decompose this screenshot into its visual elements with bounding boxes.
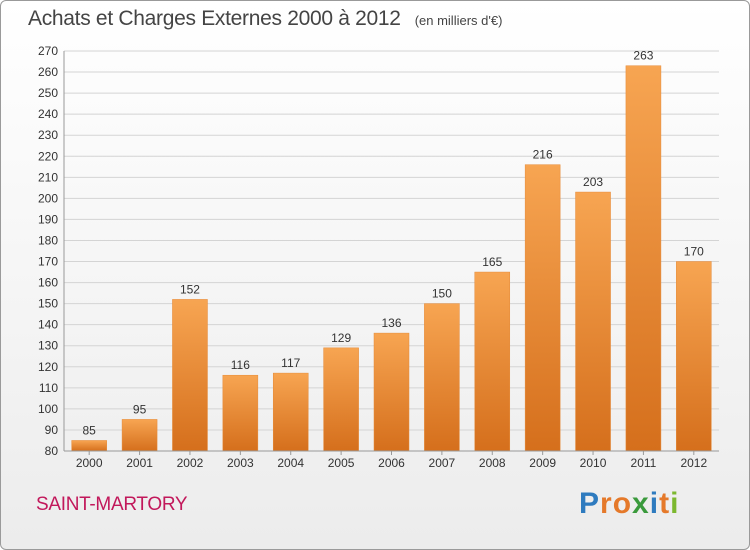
bar-2012	[676, 261, 712, 452]
bar-2010	[575, 191, 611, 452]
data-label: 95	[133, 402, 147, 416]
bar-2001	[121, 419, 158, 452]
y-tick-label: 160	[38, 276, 58, 290]
x-tick-label: 2012	[680, 456, 707, 470]
x-tick-label: 2009	[529, 456, 556, 470]
bars-group: 85 95 152 116 117 129 136 150 165 216 203 263 170	[71, 49, 712, 452]
bar-2004	[272, 372, 309, 452]
data-label: 152	[180, 282, 200, 296]
logo-letter: x	[632, 487, 650, 520]
logo-letter: t	[659, 487, 671, 520]
x-tick-label: 2005	[328, 456, 355, 470]
x-tick-label: 2007	[429, 456, 456, 470]
data-label: 165	[482, 255, 502, 269]
bar-2009	[524, 164, 561, 452]
x-tick-label: 2002	[177, 456, 204, 470]
y-tick-label: 200	[38, 191, 58, 205]
y-tick-label: 270	[38, 44, 58, 58]
bar-2002	[172, 299, 208, 452]
y-tick-label: 90	[45, 423, 59, 437]
x-tick-label: 2008	[479, 456, 506, 470]
data-label: 129	[331, 331, 351, 345]
data-label: 216	[533, 148, 553, 162]
x-tick-label: 2001	[126, 456, 153, 470]
data-label: 116	[231, 358, 250, 372]
logo-letter: P	[579, 487, 601, 520]
data-label: 170	[684, 245, 704, 259]
x-tick-label: 2000	[76, 456, 103, 470]
y-tick-label: 240	[38, 107, 58, 121]
bar-2011	[625, 65, 662, 452]
y-tick-label: 110	[39, 381, 58, 395]
y-tick-label: 170	[38, 255, 58, 269]
title-text: Achats et Charges Externes 2000 à 2012	[28, 7, 401, 30]
bar-2006	[373, 332, 410, 452]
y-tick-label: 100	[38, 402, 58, 416]
proxiti-logo[interactable]: Proxiti	[579, 487, 679, 521]
logo-letter: i	[649, 487, 660, 520]
x-tick-label: 2010	[580, 456, 607, 470]
y-tick-label: 80	[45, 444, 59, 458]
y-tick-label: 210	[38, 170, 58, 184]
commune-name: SAINT-MARTORY	[36, 494, 188, 515]
chart-title: Achats et Charges Externes 2000 à 2012 (e…	[28, 7, 502, 31]
y-tick-label: 130	[38, 339, 58, 353]
y-tick-label: 230	[38, 128, 58, 142]
y-tick-label: 220	[38, 149, 58, 163]
y-tick-label: 140	[38, 318, 58, 332]
x-axis: 2000 2001 2002 2003 2004 2005 2006 2007 2008 2009…	[64, 450, 719, 470]
data-label: 117	[281, 356, 300, 370]
data-label: 203	[583, 175, 603, 189]
bar-2007	[424, 303, 460, 452]
logo-letter: r	[600, 487, 613, 520]
data-label: 263	[633, 49, 653, 63]
y-tick-label: 250	[38, 86, 58, 100]
logo-letter: o	[612, 487, 633, 520]
data-label: 150	[432, 287, 452, 301]
y-tick-label: 180	[38, 233, 58, 247]
bar-2008	[474, 271, 511, 452]
logo-letter: i	[670, 487, 680, 520]
data-label: 85	[83, 423, 97, 437]
data-label: 136	[381, 316, 401, 330]
bar-2003	[222, 374, 259, 452]
unit-label: (en milliers d'€)	[414, 13, 503, 28]
x-tick-label: 2006	[378, 456, 405, 470]
bar-2005	[323, 347, 359, 452]
y-axis: 80 90 100 110 120 130 140 150 160 170 180 190 200 210…	[38, 44, 65, 458]
bar-2000	[71, 440, 107, 452]
y-tick-label: 120	[38, 360, 58, 374]
x-tick-label: 2003	[227, 456, 254, 470]
y-tick-label: 190	[38, 212, 58, 226]
x-tick-label: 2004	[277, 456, 304, 470]
x-tick-label: 2011	[631, 456, 657, 470]
y-tick-label: 260	[38, 65, 58, 79]
y-tick-label: 150	[38, 297, 58, 311]
